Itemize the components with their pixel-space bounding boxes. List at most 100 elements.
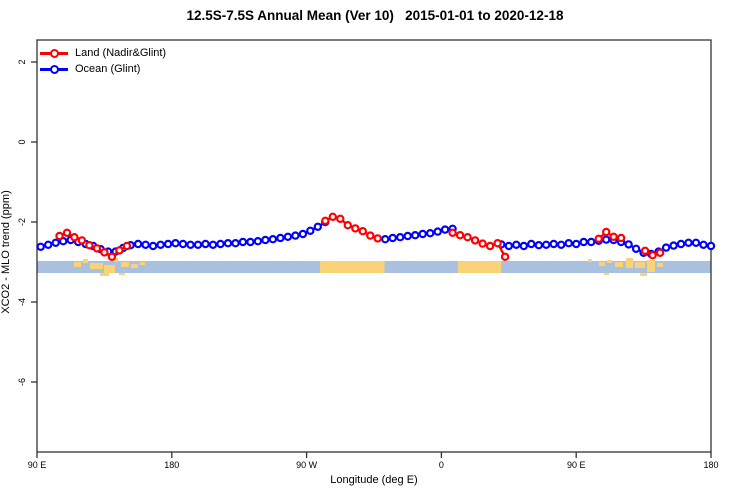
map-band-island [100, 273, 109, 276]
land-data-point [602, 227, 611, 237]
land-data-point [455, 230, 465, 240]
land-data-point [500, 252, 510, 261]
ocean-data-point [216, 239, 225, 249]
ocean-data-point [684, 238, 693, 247]
ocean-data-point [133, 239, 143, 249]
map-band-island [131, 264, 138, 268]
map-band-island [121, 262, 129, 267]
ocean-data-point [411, 230, 420, 240]
ocean-data-point [148, 241, 158, 251]
land-marker-icon [50, 49, 59, 58]
map-band-island [615, 262, 623, 267]
ocean-data-point [381, 234, 390, 244]
land-data-point [62, 228, 72, 237]
ocean-data-point [534, 240, 544, 250]
legend-label-ocean: Ocean (Glint) [75, 63, 141, 75]
ocean-data-point [564, 238, 573, 248]
ocean-data-point [223, 238, 233, 248]
land-data-point [366, 231, 375, 240]
ocean-data-point [669, 241, 678, 250]
land-data-point [122, 241, 132, 251]
land-data-point [463, 232, 472, 242]
x-tick-label: 90 W [296, 460, 318, 470]
x-tick-label: 0 [439, 460, 444, 470]
map-band-island [74, 262, 81, 267]
ocean-data-point [433, 227, 442, 236]
map-band-island [113, 258, 118, 262]
ocean-data-point [602, 235, 611, 244]
land-data-point [343, 220, 352, 230]
map-band-island [140, 262, 145, 265]
ocean-data-point [306, 226, 315, 235]
ocean-data-point [238, 237, 248, 247]
land-series-swatch [40, 46, 68, 60]
land-data-point [336, 214, 345, 223]
ocean-data-point [283, 232, 293, 241]
land-data-point [609, 232, 618, 241]
ocean-data-point [579, 237, 588, 247]
ocean-data-point [504, 241, 513, 251]
ocean-data-point [631, 244, 641, 253]
land-data-point [358, 226, 367, 236]
map-band-island [599, 262, 605, 266]
ocean-data-point [699, 240, 708, 249]
y-tick-label: 0 [17, 139, 27, 144]
legend-item-land: Land (Nadir&Glint) [40, 46, 166, 60]
land-data-point [55, 231, 64, 241]
ocean-data-point [396, 232, 405, 242]
ocean-data-point [231, 238, 240, 248]
map-band-island [647, 260, 655, 272]
land-data-point [107, 252, 117, 261]
ocean-data-point [268, 234, 278, 244]
map-band-island [604, 273, 609, 275]
ocean-data-point [171, 238, 180, 248]
land-data-point [478, 239, 487, 248]
map-band-island [635, 262, 645, 268]
ocean-series-swatch [40, 62, 68, 76]
map-band-island [104, 265, 115, 273]
map-band-land-south-america [320, 261, 385, 273]
ocean-data-point [527, 239, 536, 249]
ocean-data-point [418, 229, 427, 239]
land-data-point [470, 236, 480, 245]
ocean-data-point [163, 239, 173, 249]
ocean-data-point [313, 222, 322, 231]
ocean-data-point [51, 238, 60, 247]
y-tick-label: -4 [17, 298, 27, 306]
ocean-data-point [246, 237, 255, 247]
ocean-data-point [426, 228, 435, 238]
land-data-point [77, 236, 87, 245]
x-tick-label: 90 E [567, 460, 586, 470]
ocean-marker-icon [50, 65, 59, 74]
land-data-point [655, 248, 665, 257]
land-data-point [493, 238, 502, 248]
land-data-point [321, 216, 330, 225]
x-tick-label: 180 [703, 460, 718, 470]
ocean-data-point [706, 241, 716, 251]
land-data-point [328, 212, 337, 221]
ocean-data-point [624, 240, 633, 249]
map-band-island [90, 263, 103, 269]
land-data-point [373, 234, 382, 243]
ocean-data-point [253, 236, 263, 246]
ocean-data-point [44, 240, 53, 249]
map-band-land-africa [457, 261, 502, 273]
ocean-data-point [178, 239, 188, 249]
ocean-data-point [141, 240, 150, 249]
map-band-island [607, 260, 612, 263]
ocean-data-point [549, 239, 558, 249]
map-band-island [657, 263, 663, 267]
ocean-data-point [661, 243, 671, 252]
ocean-data-point [440, 225, 450, 234]
land-data-point [351, 224, 360, 233]
land-data-point [70, 232, 79, 242]
land-data-point [640, 246, 650, 255]
ocean-data-point [519, 241, 529, 251]
land-data-point [594, 234, 603, 243]
ocean-data-point [298, 229, 308, 239]
ocean-data-point [557, 240, 566, 249]
land-data-point [485, 241, 495, 251]
y-tick-label: -2 [17, 218, 27, 226]
map-band-island [119, 273, 125, 275]
x-tick-label: 90 E [28, 460, 47, 470]
